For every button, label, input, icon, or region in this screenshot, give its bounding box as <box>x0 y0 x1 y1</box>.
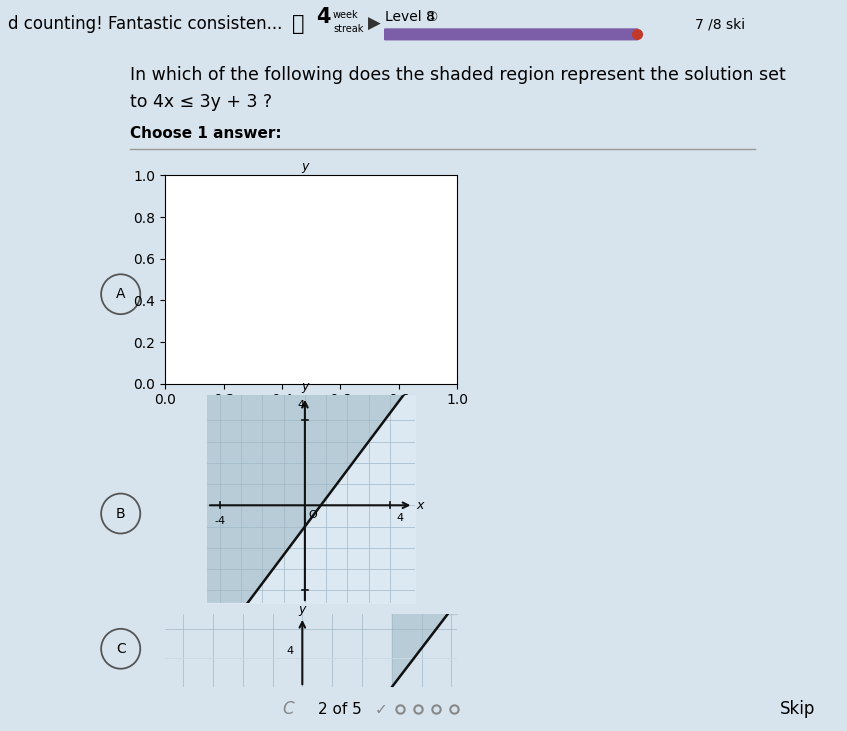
Text: 4: 4 <box>286 646 293 656</box>
Text: week: week <box>333 10 358 20</box>
Text: -4: -4 <box>214 516 225 526</box>
Text: y: y <box>302 379 308 393</box>
Text: A: A <box>116 287 125 301</box>
Text: O: O <box>308 290 317 300</box>
Text: y: y <box>302 160 308 173</box>
Text: 🔥: 🔥 <box>292 15 305 34</box>
Text: O: O <box>308 510 317 520</box>
Text: 4: 4 <box>396 293 403 303</box>
Text: Skip: Skip <box>780 700 816 718</box>
Text: 4: 4 <box>396 512 403 523</box>
Text: C: C <box>116 642 125 656</box>
Text: In which of the following does the shaded region represent the solution set: In which of the following does the shade… <box>130 66 786 83</box>
Text: B: B <box>116 507 125 520</box>
Text: 7 /8 ski: 7 /8 ski <box>695 18 745 31</box>
Text: ▶: ▶ <box>368 15 381 34</box>
Text: 2 of 5: 2 of 5 <box>318 702 362 716</box>
Text: to 4x ≤ 3y + 3 ?: to 4x ≤ 3y + 3 ? <box>130 93 272 110</box>
Text: x: x <box>417 499 424 512</box>
Text: d counting! Fantastic consisten...: d counting! Fantastic consisten... <box>8 15 282 34</box>
Text: -4: -4 <box>214 297 225 306</box>
Text: 4: 4 <box>298 401 305 410</box>
Text: Level 8: Level 8 <box>385 10 435 24</box>
Text: ①: ① <box>426 11 437 23</box>
Text: C: C <box>282 700 294 718</box>
Text: ✓: ✓ <box>375 702 388 716</box>
Text: y: y <box>299 602 306 616</box>
FancyBboxPatch shape <box>384 29 639 40</box>
Text: 4: 4 <box>298 181 305 191</box>
Text: streak: streak <box>333 24 363 34</box>
Text: Choose 1 answer:: Choose 1 answer: <box>130 126 281 141</box>
Text: 4: 4 <box>316 7 330 27</box>
Text: x: x <box>417 279 424 292</box>
